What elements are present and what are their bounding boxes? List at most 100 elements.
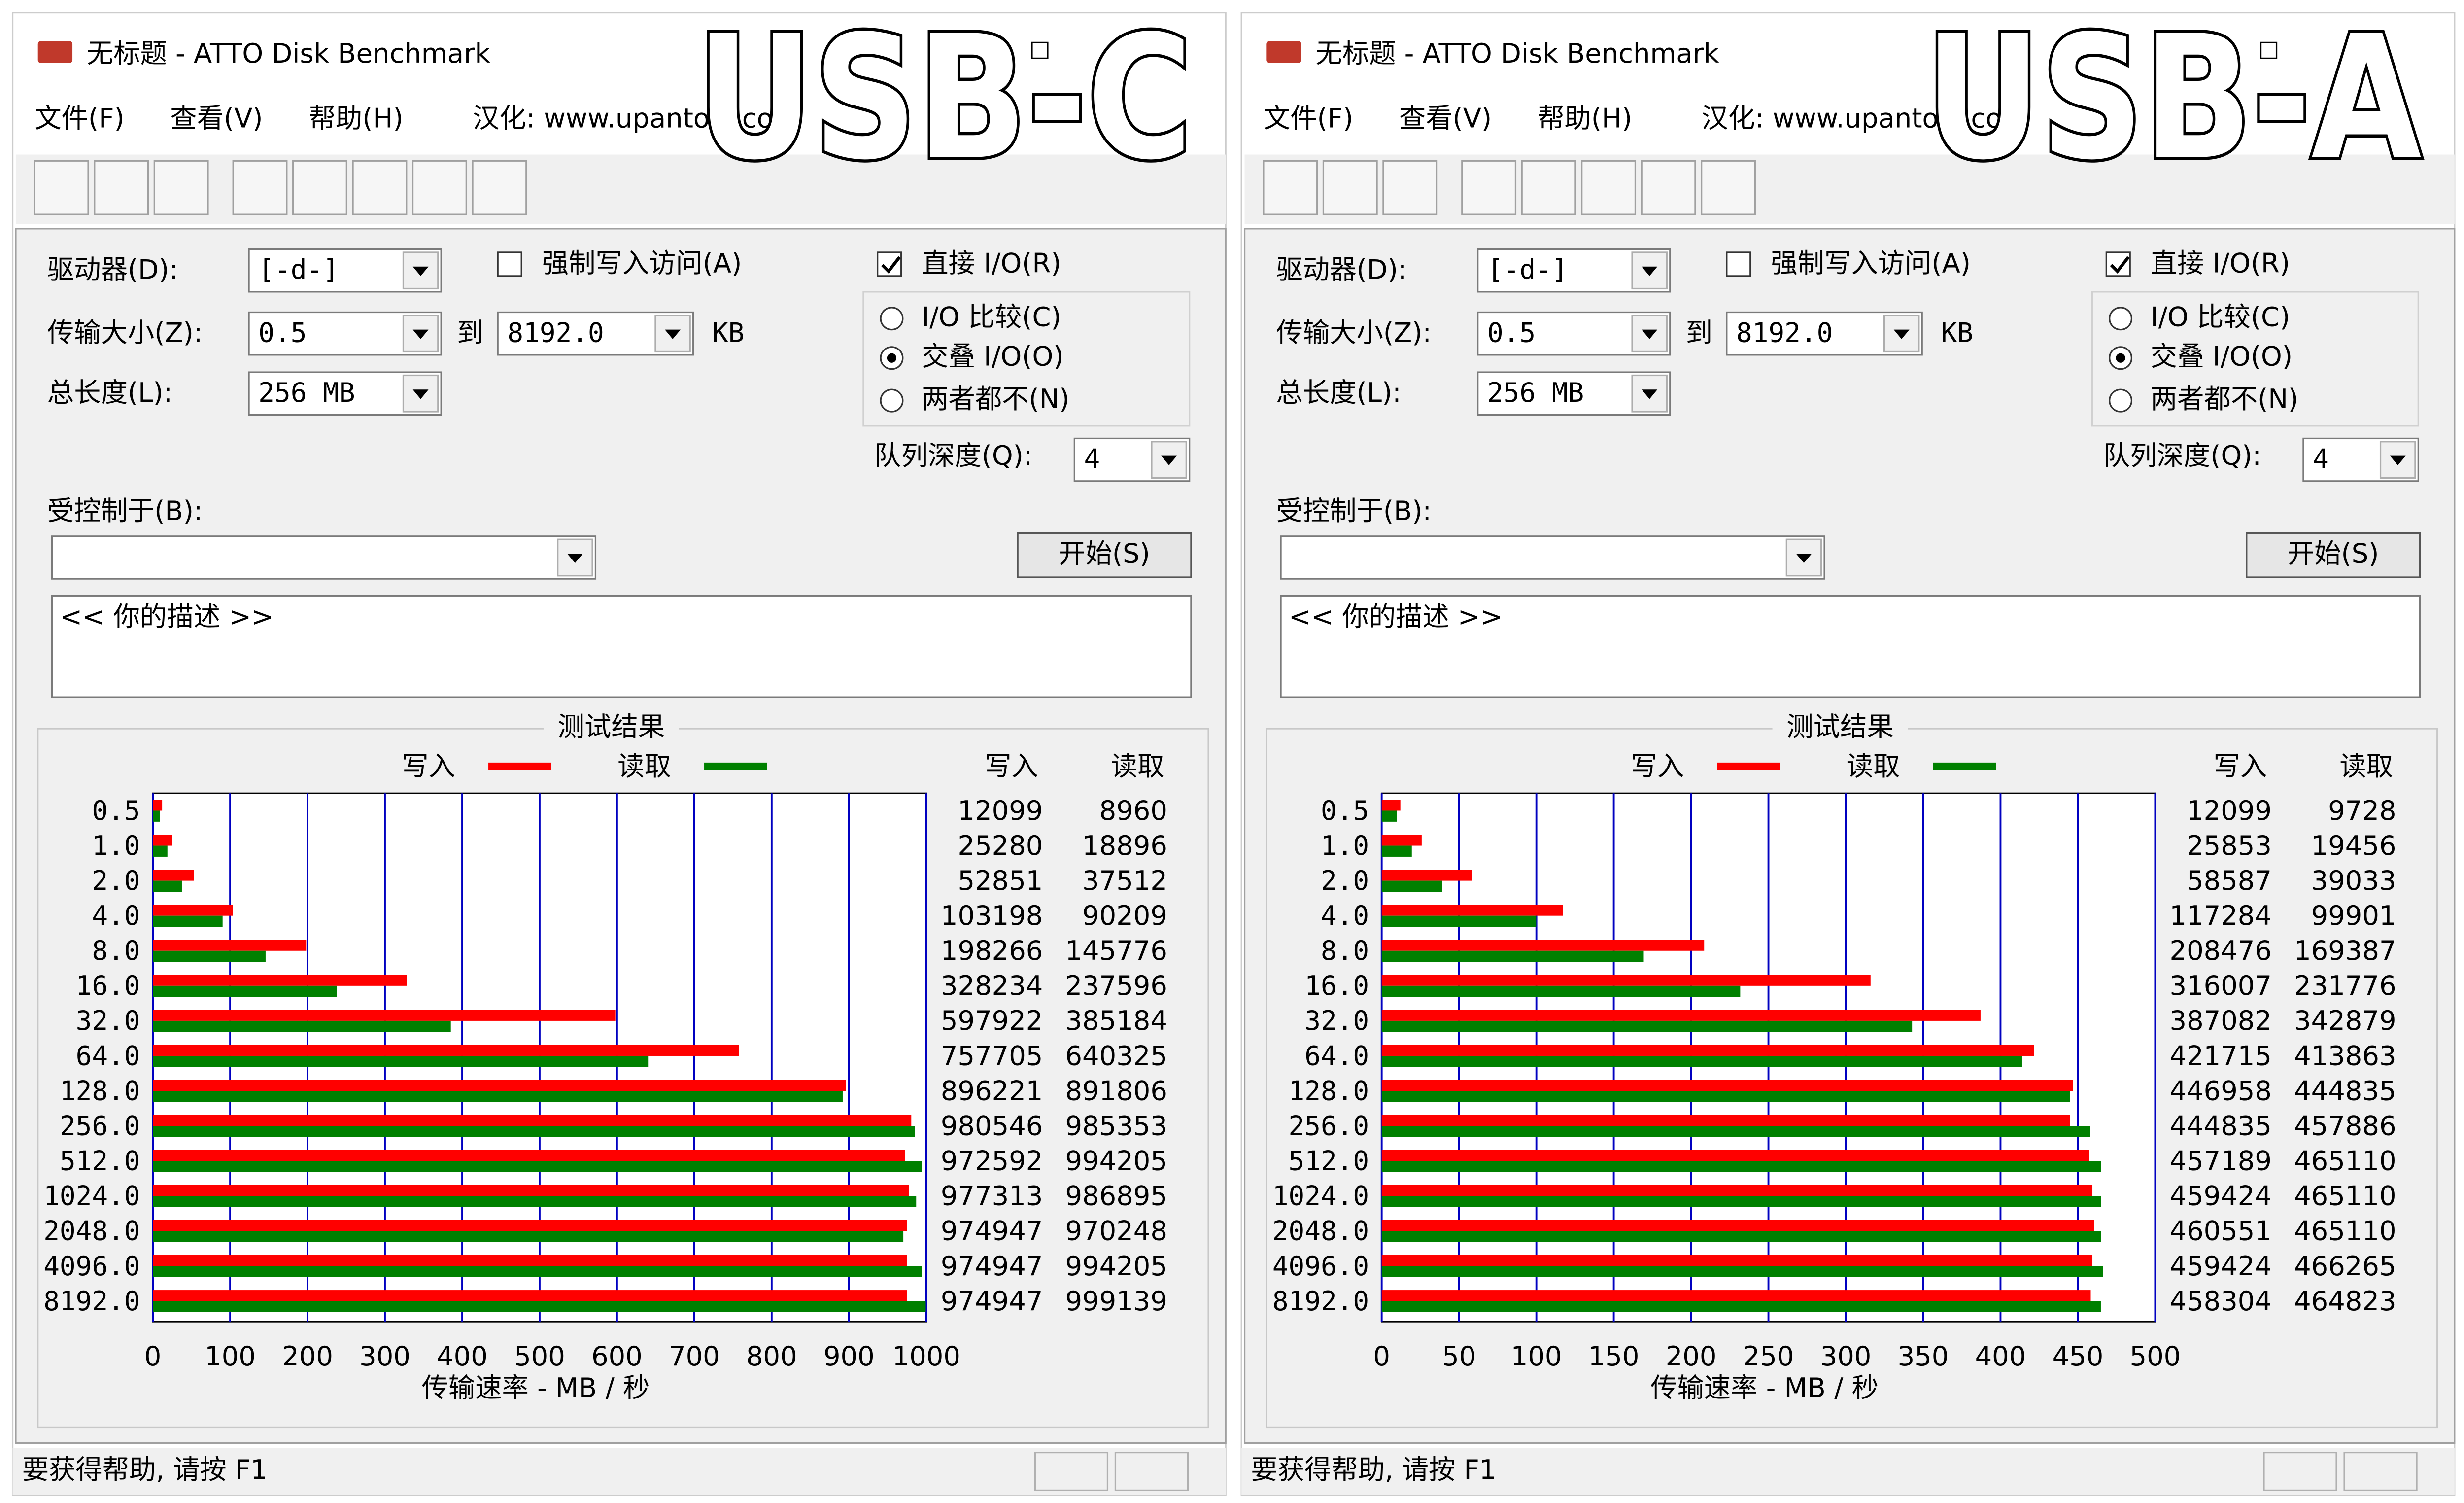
- value-cell: 421715: [2170, 1040, 2272, 1071]
- start-button[interactable]: [2246, 532, 2421, 578]
- toolbar-button[interactable]: [1382, 160, 1438, 215]
- radio-label[interactable]: 交叠 I/O(O): [2151, 341, 2293, 372]
- controlled-select[interactable]: [51, 535, 597, 580]
- combo-arrow: [1161, 455, 1177, 465]
- bar: [153, 1010, 616, 1021]
- menu-item[interactable]: 文件(F): [1264, 103, 1353, 134]
- menu-item[interactable]: 查看(V): [170, 103, 263, 134]
- value-cell: 12099: [2187, 795, 2272, 826]
- label[interactable]: 强制写入访问(A): [1771, 248, 1971, 279]
- overlay-label: USB-A: [1925, 0, 2423, 197]
- start-button-label[interactable]: 开始(S): [1059, 538, 1150, 569]
- radio-label[interactable]: I/O 比较(C): [2151, 301, 2290, 332]
- legend-label: 读取: [617, 751, 671, 782]
- x-axis-label: 传输速率 - MB / 秒: [1650, 1372, 1879, 1403]
- toolbar-button[interactable]: [1322, 160, 1378, 215]
- toolbar-button[interactable]: [1263, 160, 1318, 215]
- menu-item[interactable]: 帮助(H): [309, 103, 404, 134]
- menu-item[interactable]: 帮助(H): [1538, 103, 1632, 134]
- toolbar: [1244, 154, 2455, 224]
- toolbar-button[interactable]: [1701, 160, 1756, 215]
- toolbar-button[interactable]: [292, 160, 347, 215]
- value-cell: 465110: [2294, 1181, 2396, 1212]
- toolbar-button[interactable]: [153, 160, 209, 215]
- value-cell: 444835: [2294, 1075, 2396, 1106]
- label[interactable]: 直接 I/O(R): [2151, 248, 2290, 279]
- value-cell: 459424: [2170, 1181, 2272, 1212]
- bar: [1381, 1045, 2034, 1056]
- bar: [153, 1231, 904, 1242]
- value-cell: 117284: [2170, 900, 2272, 931]
- menu-item[interactable]: 查看(V): [1399, 103, 1492, 134]
- radio[interactable]: [880, 307, 904, 331]
- bar: [1381, 915, 1537, 927]
- toolbar-button[interactable]: [1521, 160, 1576, 215]
- description-box[interactable]: [1280, 595, 2421, 698]
- minimize-button[interactable]: [1031, 41, 1049, 59]
- radio[interactable]: [2109, 307, 2133, 331]
- menu-item[interactable]: 汉化: www.upantool.com: [1702, 103, 2028, 134]
- toolbar-button[interactable]: [34, 160, 89, 215]
- label[interactable]: 强制写入访问(A): [542, 248, 742, 279]
- menu-item[interactable]: 文件(F): [34, 103, 124, 134]
- bar: [153, 810, 160, 822]
- radio-label[interactable]: 两者都不(N): [2151, 384, 2298, 415]
- row-label: 8.0: [1321, 935, 1369, 966]
- value-cell: 208476: [2170, 935, 2272, 966]
- bar: [153, 845, 168, 857]
- toolbar-button[interactable]: [1461, 160, 1517, 215]
- combo-arrow: [2390, 455, 2406, 465]
- bar: [153, 915, 223, 927]
- bar: [153, 800, 163, 811]
- x-tick-label: 900: [823, 1341, 875, 1372]
- radio-dot: [2116, 353, 2125, 363]
- toolbar-button[interactable]: [1581, 160, 1637, 215]
- app-icon: [37, 41, 73, 63]
- radio[interactable]: [2109, 388, 2133, 413]
- description: << 你的描述 >>: [60, 601, 274, 632]
- label[interactable]: 直接 I/O(R): [922, 248, 1061, 279]
- app-icon: [1266, 41, 1301, 63]
- value-cell: 972592: [941, 1146, 1043, 1177]
- toolbar-button[interactable]: [472, 160, 527, 215]
- radio-label[interactable]: I/O 比较(C): [922, 301, 1061, 332]
- menu-item[interactable]: 汉化: www.upantool.com: [473, 103, 799, 134]
- minimize-button[interactable]: [2259, 41, 2278, 59]
- radio-label[interactable]: 两者都不(N): [922, 384, 1069, 415]
- bar: [153, 1266, 922, 1277]
- radio-label[interactable]: 交叠 I/O(O): [922, 341, 1063, 372]
- x-tick-label: 400: [1975, 1341, 2026, 1372]
- toolbar-button[interactable]: [232, 160, 288, 215]
- value-cell: 12099: [958, 795, 1043, 826]
- toolbar-button[interactable]: [411, 160, 467, 215]
- checkbox[interactable]: [1726, 251, 1751, 277]
- toolbar-button[interactable]: [94, 160, 149, 215]
- toolbar-button[interactable]: [1641, 160, 1696, 215]
- toolbar-button[interactable]: [352, 160, 408, 215]
- controlled-select[interactable]: [1280, 535, 1825, 580]
- x-tick-label: 1000: [892, 1341, 960, 1372]
- label: 受控制于(B):: [1276, 495, 1432, 526]
- start-button-label[interactable]: 开始(S): [2288, 538, 2379, 569]
- radio[interactable]: [880, 388, 904, 413]
- combo-arrow: [412, 266, 429, 276]
- start-button[interactable]: [1017, 532, 1192, 578]
- row-label: 4.0: [1321, 900, 1369, 931]
- x-tick-label: 200: [1666, 1341, 1717, 1372]
- bar: [1381, 1091, 2070, 1102]
- legend-label: 写入: [402, 751, 455, 782]
- bar: [1381, 800, 1401, 811]
- value-cell: 457189: [2170, 1146, 2272, 1177]
- row-label: 1024.0: [43, 1181, 140, 1212]
- value-cell: 640325: [1065, 1040, 1167, 1071]
- value-cell: 974947: [941, 1216, 1043, 1247]
- description-box[interactable]: [51, 595, 1192, 698]
- x-tick-label: 350: [1898, 1341, 1949, 1372]
- checkbox[interactable]: [497, 251, 522, 277]
- combo-arrow: [1642, 389, 1658, 399]
- x-tick-label: 100: [1511, 1341, 1562, 1372]
- bar: [153, 1301, 926, 1312]
- value-cell: 986895: [1065, 1181, 1167, 1212]
- value-cell: 25853: [2187, 830, 2272, 861]
